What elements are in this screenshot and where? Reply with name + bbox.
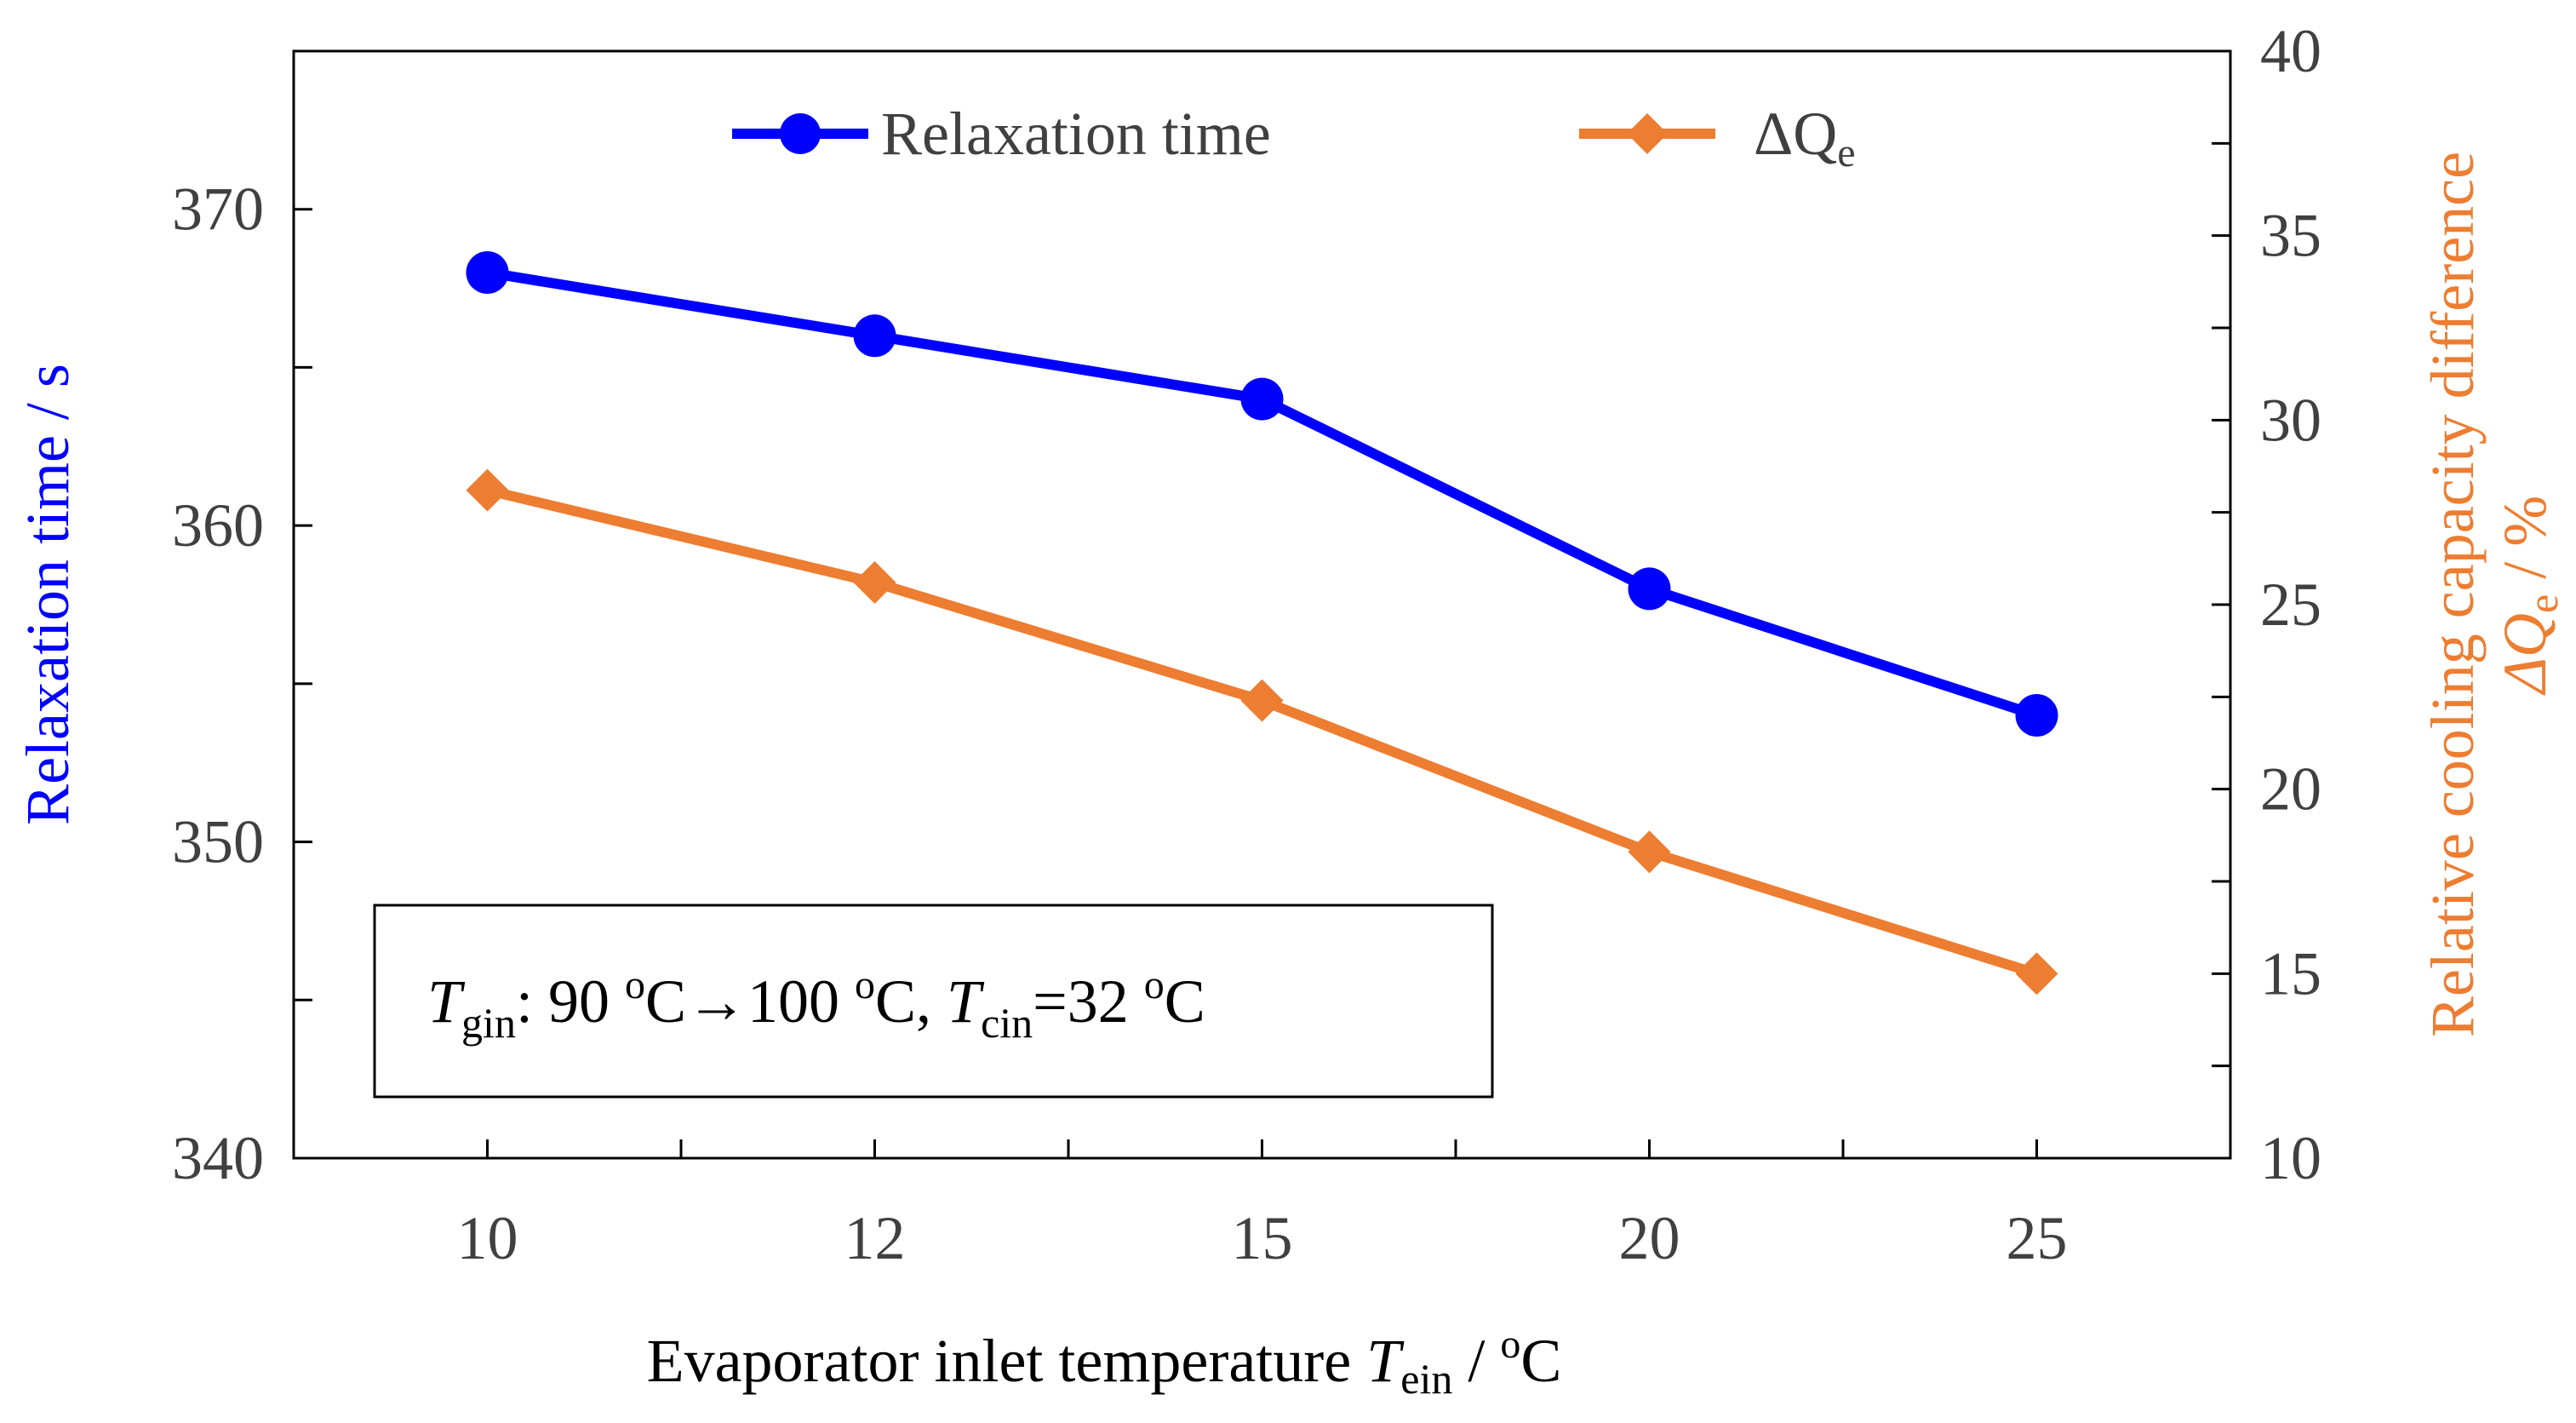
- series-layer: [466, 251, 2058, 996]
- right-y-tick-label: 10: [2260, 1124, 2321, 1192]
- x-tick-label: 25: [2006, 1204, 2068, 1272]
- data-point-relaxation-time: [2015, 694, 2058, 737]
- right-y-tick-label: 20: [2260, 755, 2321, 823]
- annotation-box: [373, 904, 1494, 1099]
- right-y-tick-label: 15: [2260, 939, 2321, 1007]
- right-y-tick-label: 35: [2260, 202, 2321, 270]
- legend-label-delta-qe: ΔQe: [1754, 100, 1856, 175]
- axes-layer: 10 12 15 20 25 340 350 360 370 10 15 20 25 30 35 40: [172, 17, 2321, 1272]
- left-y-tick-label: 350: [172, 808, 264, 876]
- data-point-delta-qe: [853, 561, 896, 604]
- condition-annotation: Tgin: 90 oC→100 oC, Tcin=32 oC: [373, 904, 1494, 1099]
- data-point-delta-qe: [2015, 952, 2058, 996]
- legend: Relaxation time ΔQe: [732, 100, 1856, 175]
- data-point-delta-qe: [1628, 830, 1671, 874]
- right-y-tick-label: 30: [2260, 386, 2321, 454]
- x-tick-label: 12: [844, 1204, 906, 1272]
- data-point-relaxation-time: [853, 314, 896, 358]
- data-point-delta-qe: [1240, 679, 1284, 722]
- legend-label-relaxation-time: Relaxation time: [881, 100, 1271, 168]
- x-tick-label: 10: [457, 1204, 518, 1272]
- series-line-relaxation-time: [486, 267, 2039, 720]
- x-tick-label: 15: [1232, 1204, 1293, 1272]
- right-y-tick-label: 40: [2260, 17, 2321, 85]
- legend-marker-circle-icon: [780, 113, 821, 154]
- left-y-axis-title: Relaxation time / s: [14, 364, 82, 825]
- right-y-axis-title-symbol: ΔQe / %: [2491, 496, 2567, 696]
- left-y-tick-label: 360: [172, 491, 264, 559]
- legend-marker-diamond-icon: [1627, 113, 1668, 154]
- legend-entry-relaxation-time: Relaxation time: [732, 100, 1271, 168]
- series-line-delta-qe: [486, 485, 2039, 979]
- right-y-axis-title: Relative cooling capacity difference: [2419, 152, 2487, 1037]
- data-point-relaxation-time: [1240, 377, 1284, 421]
- legend-entry-delta-qe: ΔQe: [1579, 100, 1856, 175]
- right-y-tick-label: 25: [2260, 571, 2321, 639]
- x-tick-label: 20: [1619, 1204, 1680, 1272]
- left-y-tick-label: 340: [172, 1124, 264, 1192]
- left-y-tick-label: 370: [172, 175, 264, 244]
- data-point-delta-qe: [466, 468, 509, 512]
- data-point-relaxation-time: [1628, 567, 1671, 611]
- data-point-relaxation-time: [466, 251, 509, 294]
- x-axis-title: Evaporator inlet temperature Tein / oC: [647, 1322, 1562, 1403]
- annotation-text: Tgin: 90 oC→100 oC, Tcin=32 oC: [427, 962, 1205, 1047]
